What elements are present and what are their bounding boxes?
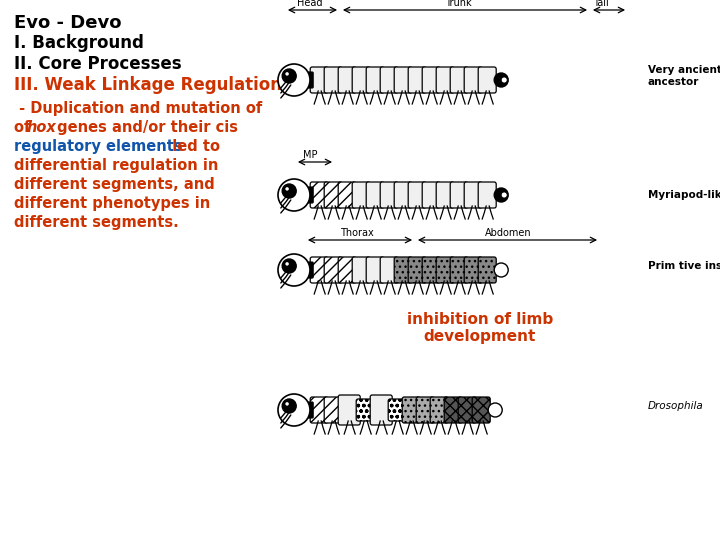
FancyBboxPatch shape [436,67,454,93]
Text: Very ancient
ancestor: Very ancient ancestor [648,65,720,87]
FancyBboxPatch shape [370,395,392,425]
FancyBboxPatch shape [338,67,356,93]
Text: I. Background: I. Background [14,34,144,52]
Circle shape [282,69,296,83]
Text: different segments.: different segments. [14,215,179,230]
Circle shape [278,254,310,286]
FancyBboxPatch shape [478,182,496,208]
FancyBboxPatch shape [450,182,468,208]
FancyBboxPatch shape [408,67,426,93]
FancyBboxPatch shape [395,182,412,208]
Text: of: of [14,120,35,135]
Text: Thorax: Thorax [340,228,374,238]
Text: Tail: Tail [593,0,608,8]
FancyBboxPatch shape [464,257,482,283]
FancyBboxPatch shape [352,257,370,283]
FancyBboxPatch shape [478,257,496,283]
FancyBboxPatch shape [366,67,384,93]
Text: Trunk: Trunk [445,0,472,8]
FancyBboxPatch shape [338,257,356,283]
FancyBboxPatch shape [338,182,356,208]
Text: Abdomen: Abdomen [485,228,531,238]
Text: MP: MP [303,150,318,160]
Text: III. Weak Linkage Regulation: III. Weak Linkage Regulation [14,76,282,94]
Circle shape [501,77,507,83]
FancyBboxPatch shape [422,182,440,208]
FancyBboxPatch shape [310,397,328,423]
FancyBboxPatch shape [324,67,342,93]
Circle shape [501,192,507,198]
Text: Myriapod-like: Myriapod-like [648,190,720,200]
FancyBboxPatch shape [478,67,496,93]
FancyBboxPatch shape [338,395,360,425]
FancyBboxPatch shape [324,397,342,423]
Text: genes and/or their cis: genes and/or their cis [52,120,238,135]
FancyBboxPatch shape [380,67,398,93]
FancyBboxPatch shape [422,257,440,283]
Text: inhibition of limb
development: inhibition of limb development [407,312,553,345]
FancyBboxPatch shape [402,397,420,423]
Text: led to: led to [162,139,220,154]
FancyBboxPatch shape [408,182,426,208]
FancyBboxPatch shape [310,257,328,283]
FancyBboxPatch shape [408,257,426,283]
Text: Head: Head [297,0,323,8]
FancyBboxPatch shape [304,262,313,278]
Text: - Duplication and mutation of: - Duplication and mutation of [14,101,262,116]
Text: Evo - Devo: Evo - Devo [14,14,122,32]
FancyBboxPatch shape [450,257,468,283]
FancyBboxPatch shape [431,397,448,423]
Circle shape [285,262,289,266]
FancyBboxPatch shape [304,72,313,88]
FancyBboxPatch shape [304,187,313,203]
FancyBboxPatch shape [464,182,482,208]
Text: different segments, and: different segments, and [14,177,215,192]
Circle shape [278,179,310,211]
Text: regulatory elements: regulatory elements [14,139,183,154]
FancyBboxPatch shape [416,397,434,423]
Circle shape [278,394,310,426]
FancyBboxPatch shape [366,257,384,283]
FancyBboxPatch shape [395,257,412,283]
Circle shape [494,263,508,277]
FancyBboxPatch shape [356,399,374,421]
Circle shape [285,187,289,191]
FancyBboxPatch shape [472,397,490,423]
FancyBboxPatch shape [436,182,454,208]
FancyBboxPatch shape [395,67,412,93]
FancyBboxPatch shape [310,182,328,208]
Text: different phenotypes in: different phenotypes in [14,196,210,211]
FancyBboxPatch shape [352,182,370,208]
Text: differential regulation in: differential regulation in [14,158,218,173]
FancyBboxPatch shape [380,257,398,283]
Circle shape [278,64,310,96]
FancyBboxPatch shape [450,67,468,93]
Circle shape [282,184,296,198]
FancyBboxPatch shape [304,402,313,418]
Circle shape [282,259,296,273]
Circle shape [285,72,289,76]
Circle shape [494,188,508,202]
Circle shape [285,402,289,406]
FancyBboxPatch shape [388,399,406,421]
Circle shape [282,399,296,413]
Text: II. Core Processes: II. Core Processes [14,55,181,73]
FancyBboxPatch shape [464,67,482,93]
FancyBboxPatch shape [324,257,342,283]
FancyBboxPatch shape [436,257,454,283]
Circle shape [488,403,503,417]
FancyBboxPatch shape [310,67,328,93]
FancyBboxPatch shape [444,397,462,423]
FancyBboxPatch shape [324,182,342,208]
FancyBboxPatch shape [366,182,384,208]
Text: hox: hox [27,120,57,135]
FancyBboxPatch shape [380,182,398,208]
Circle shape [494,73,508,87]
Text: Drosophila: Drosophila [648,401,703,411]
FancyBboxPatch shape [458,397,476,423]
Text: Prim tive insect: Prim tive insect [648,261,720,271]
FancyBboxPatch shape [422,67,440,93]
FancyBboxPatch shape [352,67,370,93]
